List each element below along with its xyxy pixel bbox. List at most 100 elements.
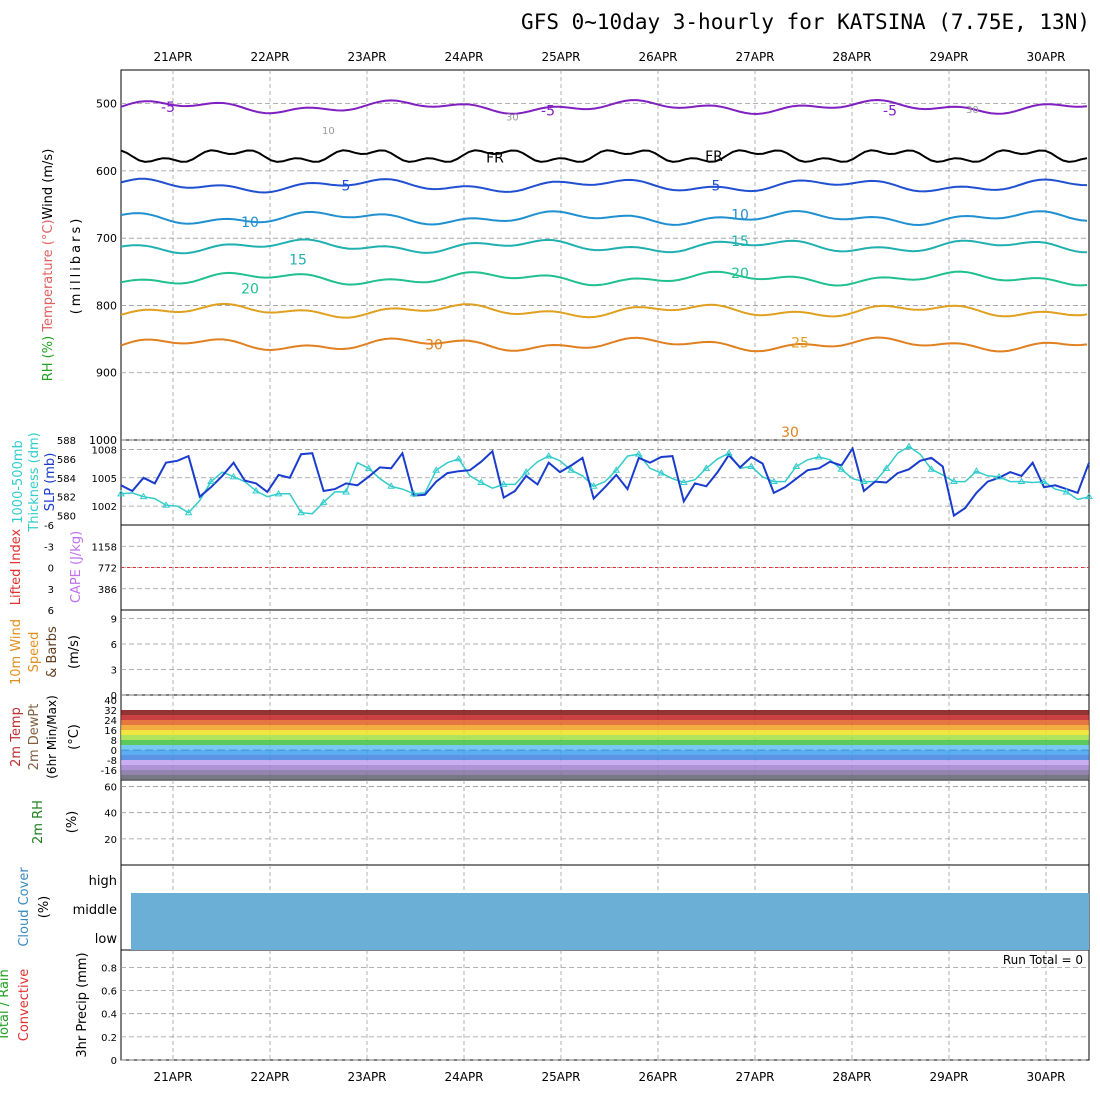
date-label-bottom: 28APR — [832, 1070, 871, 1084]
isotherm-line — [120, 302, 1088, 319]
temperature-color-band — [121, 770, 1089, 775]
rh2m-axis-title: 2m RH — [31, 800, 46, 844]
thickness-point — [769, 477, 778, 485]
temperature-color-band — [121, 735, 1089, 740]
thickness-point — [274, 489, 283, 497]
precip-tick: 0.2 — [101, 1033, 117, 1044]
thickness-point — [995, 472, 1003, 480]
thickness-point — [364, 464, 373, 471]
thickness-tick: 582 — [57, 493, 76, 504]
thickness-tick: 580 — [57, 512, 76, 523]
date-label-top: 22APR — [250, 50, 289, 64]
isotherm-label: -5 — [161, 100, 175, 116]
temp-tick: 0 — [111, 746, 117, 757]
thickness-point — [567, 466, 576, 473]
minmax-axis-title: (6hr Min/Max) — [45, 695, 59, 779]
upper-air-unit: (millibars) — [69, 216, 84, 315]
thickness-point — [860, 477, 868, 485]
wind-tick: 6 — [111, 640, 117, 651]
thickness-series-line — [120, 445, 1090, 515]
lifted-index-tick: 0 — [48, 564, 54, 575]
temperature-color-band — [121, 720, 1089, 725]
thickness-point — [1017, 477, 1026, 485]
temp-tick: 32 — [104, 706, 117, 717]
temperature-color-band — [121, 775, 1089, 780]
isotherm-label: 20 — [241, 282, 259, 298]
date-label-bottom: 22APR — [250, 1070, 289, 1084]
slp-tick: 1002 — [92, 502, 117, 513]
temperature-color-band — [121, 750, 1089, 755]
lifted-index-axis-title: Lifted Index — [9, 528, 24, 605]
isotherm-label: 30 — [425, 337, 443, 353]
date-label-top: 23APR — [347, 50, 386, 64]
date-label-bottom: 25APR — [541, 1070, 580, 1084]
isotherm-label: 15 — [289, 253, 307, 269]
cape-tick: 1158 — [92, 542, 117, 553]
wind-tick: 9 — [111, 615, 117, 626]
thickness-point — [117, 489, 125, 497]
date-label-top: 26APR — [638, 50, 677, 64]
temperature-color-band — [121, 745, 1089, 750]
cape-axis-title: CAPE (J/kg) — [69, 531, 84, 603]
lifted-index-tick: -3 — [44, 542, 54, 553]
thickness-point — [612, 466, 621, 473]
date-label-bottom: 23APR — [347, 1070, 386, 1084]
precip-tick: 0.4 — [101, 1010, 117, 1021]
thickness-point — [927, 465, 936, 472]
thickness-point — [634, 450, 643, 457]
thickness-axis-unit: Thickness (dm) — [27, 432, 42, 532]
panel-ua — [120, 69, 1090, 441]
thickness-tick: 588 — [57, 436, 76, 447]
cloud-axis-title: Cloud Cover — [17, 867, 32, 947]
isotherm-line — [120, 98, 1088, 116]
wind-axis-unit: (m/s) — [67, 635, 82, 669]
thickness-point — [814, 453, 823, 460]
isotherm-line — [120, 336, 1088, 353]
date-label-bottom: 29APR — [929, 1070, 968, 1084]
rh2m-axis-unit: (%) — [65, 811, 80, 834]
isotherm-line — [120, 238, 1088, 255]
date-label-bottom: 27APR — [735, 1070, 774, 1084]
slp-series-line — [120, 446, 1090, 518]
precip-conv-title: Convective — [17, 969, 32, 1042]
panel-precip — [120, 949, 1090, 1061]
upper-air-axis-title: RH (%) Temperature (°C)Wind (m/s) — [41, 149, 56, 382]
date-label-bottom: 26APR — [638, 1070, 677, 1084]
pressure-tick: 800 — [96, 299, 117, 312]
wind-axis-title: 10m Wind — [9, 619, 24, 685]
thickness-point — [747, 462, 756, 469]
thickness-point — [792, 462, 801, 469]
date-label-top: 29APR — [929, 50, 968, 64]
rh-tick: 60 — [104, 783, 117, 794]
thickness-point — [1040, 477, 1048, 485]
thickness-point — [905, 442, 913, 450]
isotherm-label: 5 — [342, 179, 351, 195]
run-total-label: Run Total = 0 — [1003, 953, 1083, 967]
cloud-cover-fill — [131, 893, 1089, 950]
thickness-point — [387, 482, 396, 489]
pressure-tick: 700 — [96, 232, 117, 245]
thickness-point — [1062, 487, 1071, 495]
thickness-point — [184, 508, 193, 516]
wind-tick: 0 — [111, 691, 117, 702]
dewpt-axis-title: 2m DewPt — [27, 704, 42, 771]
lifted-index-tick: 6 — [48, 606, 54, 617]
temp-tick: 40 — [104, 696, 117, 707]
rh-contour-label: 30 — [966, 105, 979, 116]
isotherm-line — [120, 270, 1088, 287]
thickness-point — [207, 477, 215, 485]
date-label-top: 27APR — [735, 50, 774, 64]
temp-tick: 16 — [104, 726, 117, 737]
thickness-point — [139, 492, 148, 500]
temperature-color-band — [121, 710, 1089, 715]
temp-tick: -16 — [101, 766, 117, 777]
rh-contour-label: 10 — [322, 126, 335, 137]
thickness-point — [972, 467, 981, 474]
thickness-point — [454, 454, 463, 462]
thickness-point — [319, 498, 328, 505]
thickness-point — [252, 487, 260, 494]
thickness-point — [477, 478, 486, 485]
precip-tick: 0 — [111, 1056, 117, 1067]
date-label-bottom: 24APR — [444, 1070, 483, 1084]
thickness-point — [950, 477, 958, 485]
